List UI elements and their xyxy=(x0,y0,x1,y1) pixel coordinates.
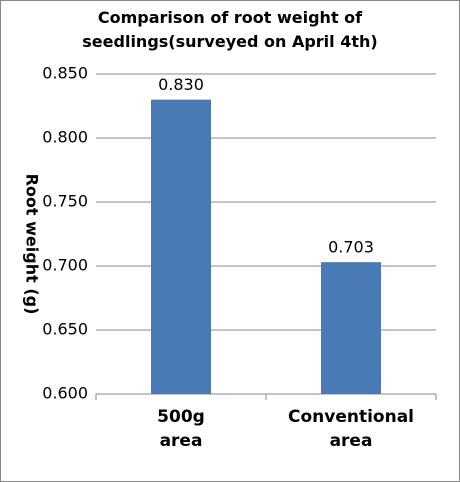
bar xyxy=(151,99,211,394)
bar xyxy=(321,262,381,394)
y-tick-label: 0.850 xyxy=(42,64,88,83)
y-axis-label: Root weight (g) xyxy=(23,174,42,315)
data-label: 0.703 xyxy=(328,238,374,257)
y-tick-label: 0.650 xyxy=(42,320,88,339)
x-tick-label: 500g area xyxy=(157,407,205,451)
y-tick-label: 0.700 xyxy=(42,256,88,275)
y-tick-label: 0.750 xyxy=(42,192,88,211)
chart-title: seedlings(surveyed on April 4th) xyxy=(82,32,378,51)
y-tick-label: 0.600 xyxy=(42,384,88,403)
y-tick-label: 0.800 xyxy=(42,128,88,147)
data-label: 0.830 xyxy=(158,75,204,94)
chart-title: Comparison of root weight of xyxy=(97,8,363,27)
x-tick-label: Conventional area xyxy=(287,407,415,451)
